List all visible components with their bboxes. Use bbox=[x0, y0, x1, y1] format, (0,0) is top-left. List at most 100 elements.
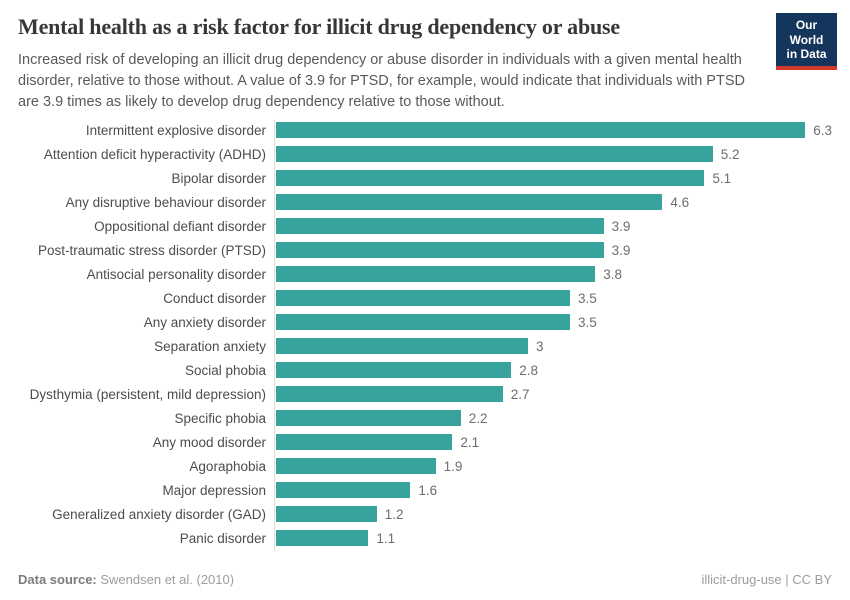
owid-logo-line1: Our World bbox=[789, 18, 824, 47]
value-label: 3.9 bbox=[611, 242, 631, 258]
category-label: Panic disorder bbox=[179, 530, 266, 546]
category-label: Separation anxiety bbox=[154, 338, 266, 354]
chart-header: Mental health as a risk factor for illic… bbox=[0, 0, 850, 113]
category-label: Social phobia bbox=[184, 362, 266, 378]
license-note[interactable]: illicit-drug-use | CC BY bbox=[701, 572, 832, 587]
bar[interactable] bbox=[276, 458, 436, 474]
page-title: Mental health as a risk factor for illic… bbox=[18, 14, 620, 39]
bar-row: Specific phobia 2.2 bbox=[0, 406, 850, 430]
value-label: 3.8 bbox=[603, 266, 622, 282]
category-label: Antisocial personality disorder bbox=[86, 266, 266, 282]
owid-logo-line2: in Data bbox=[786, 47, 827, 62]
bar-row: Separation anxiety 3 bbox=[0, 334, 850, 358]
bar-row: Attention deficit hyperactivity (ADHD) 5.… bbox=[0, 142, 850, 166]
value-label: 3.9 bbox=[611, 218, 631, 234]
value-label: 2.7 bbox=[510, 386, 530, 402]
bar[interactable] bbox=[276, 482, 411, 498]
value-label: 1.2 bbox=[384, 506, 404, 522]
bar-row: Panic disorder 1.1 bbox=[0, 526, 850, 550]
bar-track: 4.6 bbox=[276, 194, 689, 210]
bar-track: 5.1 bbox=[276, 170, 731, 186]
bar-track: 3 bbox=[276, 338, 544, 354]
category-label: Dysthymia (persistent, mild depression) bbox=[29, 386, 266, 402]
category-label: Attention deficit hyperactivity (ADHD) bbox=[43, 146, 266, 162]
value-label: 1.1 bbox=[376, 530, 396, 546]
data-source-value: Swendsen et al. (2010) bbox=[100, 572, 235, 587]
bar-track: 1.1 bbox=[276, 530, 395, 546]
category-label: Post-traumatic stress disorder (PTSD) bbox=[37, 242, 266, 258]
bar-track: 3.8 bbox=[276, 266, 622, 282]
bar-track: 3.5 bbox=[276, 290, 597, 306]
bar[interactable] bbox=[276, 314, 570, 330]
bar[interactable] bbox=[276, 218, 604, 234]
bar[interactable] bbox=[276, 122, 806, 138]
category-label: Any mood disorder bbox=[152, 434, 266, 450]
bar[interactable] bbox=[276, 362, 512, 378]
data-source: Data source: Swendsen et al. (2010) bbox=[18, 572, 234, 587]
category-label: Intermittent explosive disorder bbox=[85, 122, 266, 138]
category-label: Any disruptive behaviour disorder bbox=[65, 194, 266, 210]
bar-row: Any mood disorder 2.1 bbox=[0, 430, 850, 454]
bar[interactable] bbox=[276, 434, 453, 450]
bar-track: 5.2 bbox=[276, 146, 740, 162]
bar[interactable] bbox=[276, 170, 705, 186]
value-label: 1.9 bbox=[443, 458, 463, 474]
bar-track: 3.9 bbox=[276, 218, 630, 234]
category-label: Major depression bbox=[162, 482, 266, 498]
bar-track: 1.9 bbox=[276, 458, 462, 474]
bar-row: Any anxiety disorder 3.5 bbox=[0, 310, 850, 334]
value-label: 2.8 bbox=[519, 362, 538, 378]
bar-row: Social phobia 2.8 bbox=[0, 358, 850, 382]
bar-chart: Intermittent explosive disorder 6.3 Attent… bbox=[0, 118, 850, 552]
bar-row: Post-traumatic stress disorder (PTSD) 3.9 bbox=[0, 238, 850, 262]
chart-subtitle: Increased risk of developing an illicit … bbox=[18, 51, 745, 110]
bar[interactable] bbox=[276, 506, 377, 522]
bar[interactable] bbox=[276, 266, 596, 282]
bar[interactable] bbox=[276, 146, 713, 162]
category-label: Conduct disorder bbox=[163, 290, 266, 306]
bar[interactable] bbox=[276, 530, 369, 546]
bar-row: Agoraphobia 1.9 bbox=[0, 454, 850, 478]
value-label: 5.1 bbox=[712, 170, 732, 186]
bar-row: Conduct disorder 3.5 bbox=[0, 286, 850, 310]
value-label: 4.6 bbox=[670, 194, 690, 210]
value-label: 3 bbox=[536, 338, 544, 354]
value-label: 6.3 bbox=[813, 122, 832, 138]
bar-track: 6.3 bbox=[276, 122, 832, 138]
bar-row: Generalized anxiety disorder (GAD) 1.2 bbox=[0, 502, 850, 526]
data-source-label: Data source: bbox=[18, 572, 97, 587]
bar[interactable] bbox=[276, 338, 528, 354]
bar[interactable] bbox=[276, 410, 461, 426]
chart-footer: Data source: Swendsen et al. (2010) illi… bbox=[18, 572, 832, 587]
bar-row: Bipolar disorder 5.1 bbox=[0, 166, 850, 190]
bar-row: Any disruptive behaviour disorder 4.6 bbox=[0, 190, 850, 214]
bar-track: 2.2 bbox=[276, 410, 488, 426]
bar-row: Dysthymia (persistent, mild depression) 2… bbox=[0, 382, 850, 406]
bar-track: 1.6 bbox=[276, 482, 437, 498]
bar-track: 2.7 bbox=[276, 386, 530, 402]
value-label: 2.1 bbox=[460, 434, 480, 450]
bar[interactable] bbox=[276, 194, 663, 210]
bar-track: 2.8 bbox=[276, 362, 538, 378]
value-label: 2.2 bbox=[468, 410, 488, 426]
bar-row: Intermittent explosive disorder 6.3 bbox=[0, 118, 850, 142]
value-label: 3.5 bbox=[578, 314, 597, 330]
value-label: 5.2 bbox=[720, 146, 740, 162]
category-label: Any anxiety disorder bbox=[143, 314, 266, 330]
bar-track: 1.2 bbox=[276, 506, 404, 522]
bar-row: Major depression 1.6 bbox=[0, 478, 850, 502]
bar-row: Oppositional defiant disorder 3.9 bbox=[0, 214, 850, 238]
y-axis-line bbox=[274, 119, 275, 551]
category-label: Bipolar disorder bbox=[171, 170, 266, 186]
category-label: Agoraphobia bbox=[189, 458, 266, 474]
owid-logo[interactable]: Our World in Data bbox=[776, 13, 837, 70]
value-label: 1.6 bbox=[418, 482, 438, 498]
category-label: Oppositional defiant disorder bbox=[94, 218, 266, 234]
value-label: 3.5 bbox=[578, 290, 597, 306]
bar[interactable] bbox=[276, 242, 604, 258]
bar-track: 2.1 bbox=[276, 434, 479, 450]
bar-rows-container: Intermittent explosive disorder 6.3 Attent… bbox=[0, 118, 850, 550]
bar-row: Antisocial personality disorder 3.8 bbox=[0, 262, 850, 286]
bar[interactable] bbox=[276, 386, 503, 402]
bar[interactable] bbox=[276, 290, 570, 306]
